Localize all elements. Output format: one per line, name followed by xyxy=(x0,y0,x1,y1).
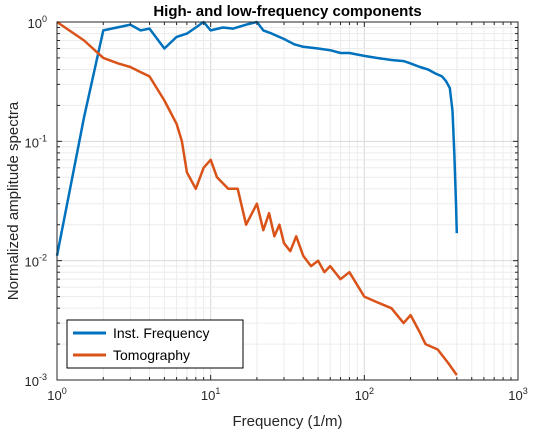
y-tick-label-exponent: -1 xyxy=(39,133,47,143)
x-axis-title: Frequency (1/m) xyxy=(232,413,342,430)
legend-label-inst-frequency: Inst. Frequency xyxy=(113,325,210,341)
y-tick-label: 10-3 xyxy=(25,372,47,389)
x-tick-label-base: 10 xyxy=(355,388,369,403)
y-tick-label: 100 xyxy=(28,14,47,31)
legend-label-tomography: Tomography xyxy=(113,347,190,363)
series-line-1 xyxy=(56,20,458,376)
x-tick-label: 101 xyxy=(201,386,220,403)
series-line-0 xyxy=(55,20,459,256)
y-tick-label-base: 10 xyxy=(25,135,39,150)
y-axis-title: Normalized amplitude spectra xyxy=(5,101,22,300)
grid xyxy=(57,22,518,380)
plot-frame xyxy=(56,21,519,381)
y-tick-label: 10-1 xyxy=(25,133,47,150)
chart-title: High- and low-frequency components xyxy=(153,3,421,20)
x-tick-label-base: 10 xyxy=(47,388,61,403)
legend: Inst. Frequency Tomography xyxy=(66,319,244,369)
y-tick-label-base: 10 xyxy=(25,255,39,270)
y-tick-label-base: 10 xyxy=(28,16,42,31)
x-tick-label-exponent: 2 xyxy=(369,386,374,396)
x-tick-label-exponent: 0 xyxy=(62,386,67,396)
x-tick-label-exponent: 1 xyxy=(215,386,220,396)
legend-box xyxy=(66,319,244,369)
y-tick-label-base: 10 xyxy=(25,374,39,389)
y-tick-label: 10-2 xyxy=(25,253,47,270)
x-tick-label-base: 10 xyxy=(508,388,522,403)
x-tick-label: 103 xyxy=(508,386,527,403)
x-tick-label: 102 xyxy=(355,386,374,403)
y-tick-label-exponent: -2 xyxy=(39,253,47,263)
x-tick-label: 100 xyxy=(47,386,66,403)
y-tick-label-exponent: 0 xyxy=(42,14,47,24)
y-tick-label-exponent: -3 xyxy=(39,372,47,382)
series-layer xyxy=(55,20,459,376)
x-tick-label-base: 10 xyxy=(201,388,215,403)
x-tick-label-exponent: 3 xyxy=(523,386,528,396)
